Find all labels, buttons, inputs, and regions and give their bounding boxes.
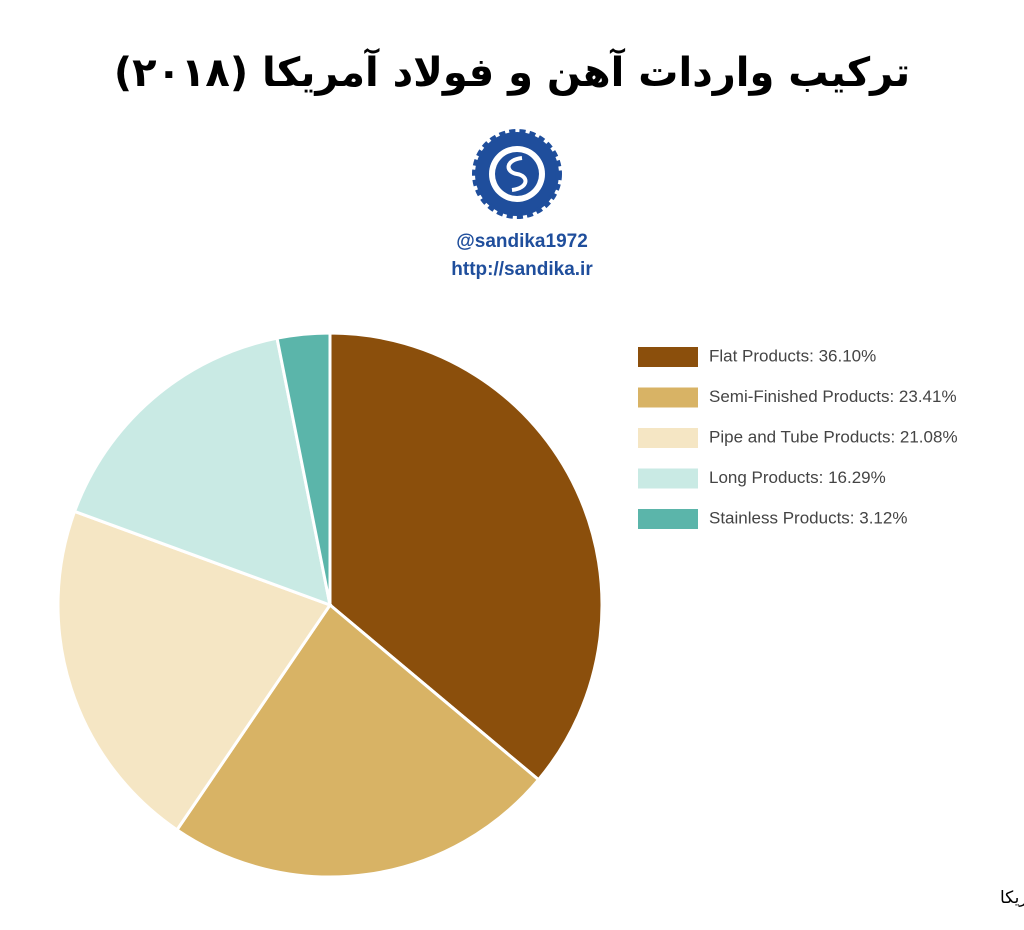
logo — [472, 129, 562, 219]
source: منبع: گمرک آمریکا — [1000, 886, 1024, 908]
pie-slice — [275, 331, 332, 606]
pie-slice — [56, 509, 333, 832]
legend-label: Flat Products: 36.10% — [709, 346, 876, 365]
pie-slice — [328, 331, 604, 782]
legend-swatch — [638, 468, 698, 489]
legend-swatch — [638, 428, 698, 448]
legend-swatch — [638, 387, 698, 408]
website: http://sandika.ir — [451, 259, 593, 280]
legend-swatch — [638, 347, 698, 367]
legend-label: Semi-Finished Products: 23.41% — [709, 387, 957, 406]
handle: @sandika1972 — [456, 231, 588, 252]
legend-label: Pipe and Tube Products: 21.08% — [709, 427, 958, 446]
legend-label: Stainless Products: 3.12% — [709, 508, 907, 527]
pie-slice — [174, 602, 541, 879]
legend-label: Long Products: 16.29% — [709, 468, 886, 487]
chart-title: ترکیب واردات آهن و فولاد آمریکا (۲۰۱۸) — [114, 47, 910, 96]
pie-slice — [72, 336, 332, 608]
legend-swatch — [638, 509, 698, 529]
